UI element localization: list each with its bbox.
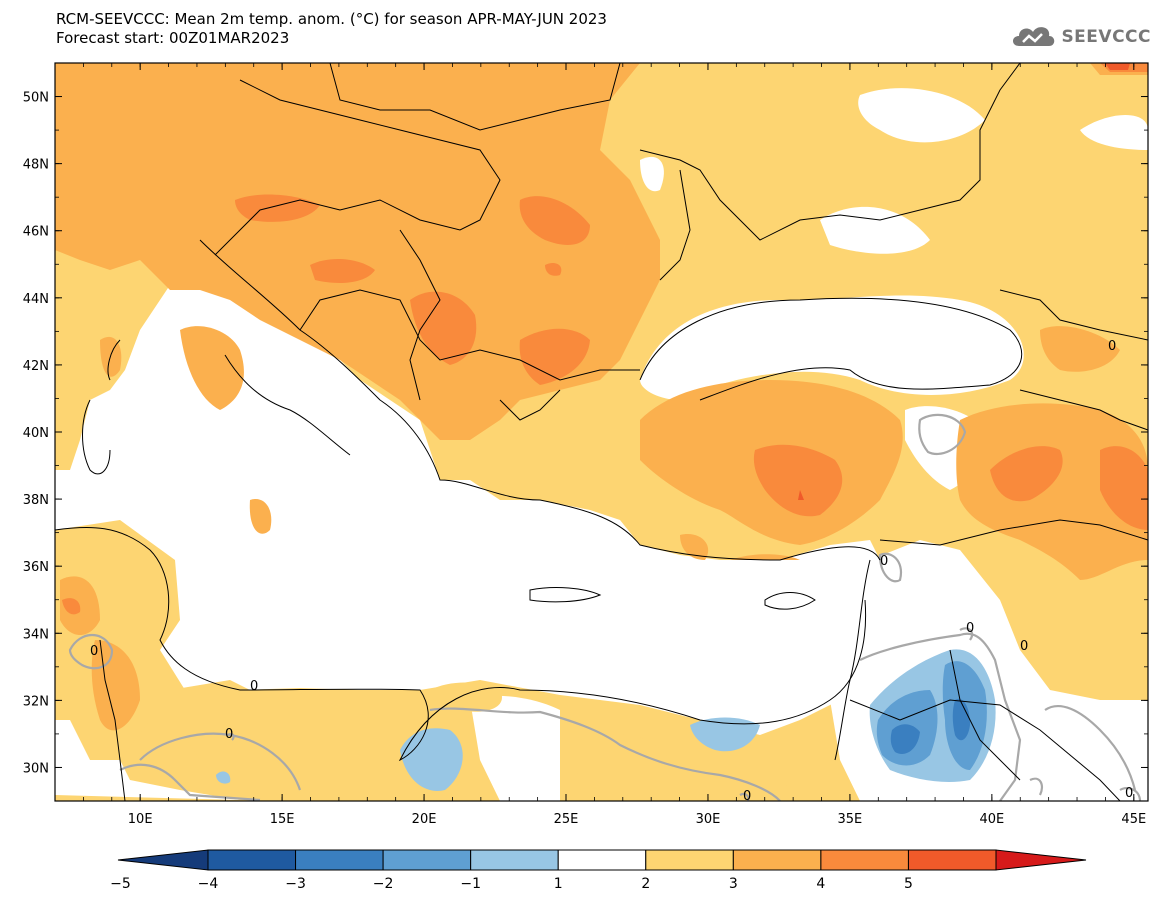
colorbar-tick-label: 1 xyxy=(554,876,563,892)
colorbar-segment xyxy=(470,849,559,871)
lon-tick-label: 25E xyxy=(554,812,579,827)
contour-label: 0 xyxy=(966,621,974,636)
colorbar-segment xyxy=(295,849,384,871)
anomaly-3-4-areas xyxy=(62,63,1148,615)
latitude-axis: 50N 48N 46N 44N 42N 40N 38N 36N 34N 32N 30N xyxy=(23,62,1148,776)
colorbar-segment xyxy=(382,849,472,871)
contour-label: 0 xyxy=(880,554,888,569)
colorbar-segment xyxy=(820,849,909,871)
lon-tick-label: 30E xyxy=(696,812,721,827)
lon-tick-label: 35E xyxy=(838,812,863,827)
lat-tick-label: 32N xyxy=(23,694,49,709)
lat-tick-label: 40N xyxy=(23,426,49,441)
colorbar-high-arrow xyxy=(995,849,1087,871)
contour-label: 0 xyxy=(743,789,751,804)
colorbar-segment xyxy=(207,849,297,871)
contour-label: 0 xyxy=(250,679,258,694)
lat-tick-label: 50N xyxy=(23,91,49,106)
lat-tick-label: 46N xyxy=(23,225,49,240)
lat-tick-label: 42N xyxy=(23,359,49,374)
colorbar-tick-label: −4 xyxy=(198,876,219,892)
anomaly-4-5-spots xyxy=(798,63,1130,500)
zero-contours xyxy=(68,413,1142,801)
title-line-1: RCM-SEEVCCC: Mean 2m temp. anom. (°C) fo… xyxy=(56,10,607,28)
title-line-2: Forecast start: 00Z01MAR2023 xyxy=(56,29,290,47)
contour-label: 0 xyxy=(225,727,233,742)
colorbar-low-arrow xyxy=(117,849,209,871)
contour-label: 0 xyxy=(1108,339,1116,354)
colorbar-tick-label: −3 xyxy=(285,876,306,892)
lat-tick-label: 30N xyxy=(23,761,49,776)
colorbar-tick-label: 5 xyxy=(904,876,913,892)
anomaly-neg-3-4-areas xyxy=(890,698,970,754)
lon-tick-label: 45E xyxy=(1121,812,1146,827)
contour-label: 0 xyxy=(1125,786,1133,801)
contour-label: 0 xyxy=(90,644,98,659)
lon-tick-label: 40E xyxy=(979,812,1004,827)
colorbar-segment xyxy=(645,849,734,871)
lon-tick-label: 20E xyxy=(412,812,437,827)
seevccc-logo: SEEVCCC xyxy=(1009,22,1151,52)
colorbar: −5 −4 −3 −2 −1 1 2 3 4 5 xyxy=(110,849,1087,892)
colorbar-segment xyxy=(907,849,997,871)
contour-label: 0 xyxy=(1020,639,1028,654)
lat-tick-label: 44N xyxy=(23,292,49,307)
coastlines-and-borders xyxy=(55,63,1148,801)
cloud-logo-icon xyxy=(1013,27,1055,46)
lat-tick-label: 34N xyxy=(23,627,49,642)
colorbar-segment xyxy=(557,849,647,871)
longitude-axis: 10E 15E 20E 25E 30E 35E 40E 45E xyxy=(82,63,1146,827)
logo-text: SEEVCCC xyxy=(1061,27,1151,47)
lon-tick-label: 10E xyxy=(128,812,153,827)
colorbar-tick-label: −1 xyxy=(460,876,481,892)
lat-tick-label: 36N xyxy=(23,560,49,575)
colorbar-tick-label: −5 xyxy=(110,876,131,892)
colorbar-segment xyxy=(732,849,822,871)
map-title: RCM-SEEVCCC: Mean 2m temp. anom. (°C) fo… xyxy=(56,10,607,48)
colorbar-tick-label: 4 xyxy=(816,876,825,892)
colorbar-tick-label: 3 xyxy=(729,876,738,892)
contour-labels: 0 0 0 0 0 0 0 0 0 xyxy=(90,339,1133,804)
colorbar-tick-label: −2 xyxy=(373,876,394,892)
lon-tick-label: 15E xyxy=(270,812,295,827)
map-area: 0 0 0 0 0 0 0 0 0 xyxy=(55,63,1148,804)
lat-tick-label: 38N xyxy=(23,493,49,508)
colorbar-tick-label: 2 xyxy=(641,876,650,892)
lat-tick-label: 48N xyxy=(23,158,49,173)
